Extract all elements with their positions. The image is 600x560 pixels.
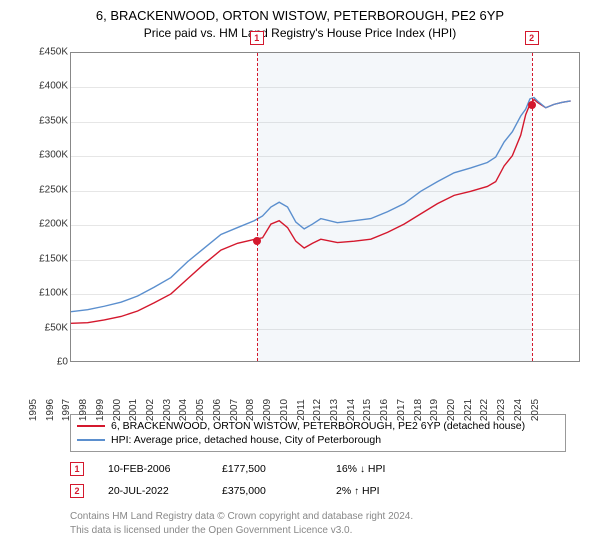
y-tick-label: £200K (39, 219, 68, 230)
event-marker: 2 (70, 484, 84, 498)
y-tick-label: £350K (39, 115, 68, 126)
chart-area: £0 £50K £100K £150K £200K £250K £300K £350K £400… (34, 46, 594, 406)
chart-container: 6, BRACKENWOOD, ORTON WISTOW, PETERBOROU… (0, 0, 600, 560)
event-delta: 16% ↓ HPI (336, 463, 426, 475)
marker-dot-2 (528, 101, 536, 109)
event-table: 1 10-FEB-2006 £177,500 16% ↓ HPI 2 20-JUL-202… (70, 458, 566, 502)
chart-title: 6, BRACKENWOOD, ORTON WISTOW, PETERBOROU… (0, 0, 600, 23)
event-delta: 2% ↑ HPI (336, 485, 426, 497)
y-tick-label: £450K (39, 47, 68, 58)
footnote-line: Contains HM Land Registry data © Crown c… (70, 510, 566, 524)
legend-label: HPI: Average price, detached house, City… (111, 434, 381, 446)
y-tick-label: £50K (45, 322, 68, 333)
event-row: 2 20-JUL-2022 £375,000 2% ↑ HPI (70, 480, 566, 502)
series-price_paid (71, 99, 571, 323)
event-row: 1 10-FEB-2006 £177,500 16% ↓ HPI (70, 458, 566, 480)
footnote: Contains HM Land Registry data © Crown c… (70, 510, 566, 537)
event-date: 10-FEB-2006 (108, 463, 198, 475)
y-tick-label: £100K (39, 288, 68, 299)
plot-area: 12 (70, 52, 580, 362)
legend-item: HPI: Average price, detached house, City… (77, 433, 559, 447)
marker-label-1: 1 (250, 31, 264, 45)
legend-swatch (77, 439, 105, 441)
y-tick-label: £400K (39, 81, 68, 92)
legend-label: 6, BRACKENWOOD, ORTON WISTOW, PETERBOROU… (111, 420, 525, 432)
y-tick-label: £0 (57, 357, 68, 368)
chart-subtitle: Price paid vs. HM Land Registry's House … (0, 23, 600, 46)
event-date: 20-JUL-2022 (108, 485, 198, 497)
series-hpi (71, 98, 571, 312)
marker-line-1 (257, 53, 258, 361)
legend-swatch (77, 425, 105, 427)
event-price: £177,500 (222, 463, 312, 475)
marker-line-2 (532, 53, 533, 361)
line-series (71, 53, 579, 361)
y-tick-label: £250K (39, 184, 68, 195)
event-price: £375,000 (222, 485, 312, 497)
event-marker: 1 (70, 462, 84, 476)
footnote-line: This data is licensed under the Open Gov… (70, 524, 566, 538)
y-tick-label: £300K (39, 150, 68, 161)
y-tick-label: £150K (39, 253, 68, 264)
marker-dot-1 (253, 237, 261, 245)
marker-label-2: 2 (525, 31, 539, 45)
x-tick-label: 2025 (530, 399, 572, 421)
